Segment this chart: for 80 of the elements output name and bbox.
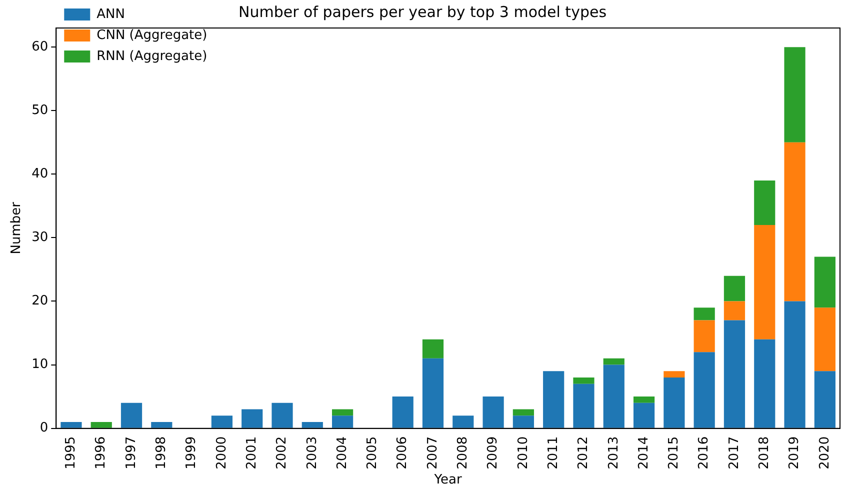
y-tick-label: 0 [40,420,48,436]
bar [694,308,715,320]
bar [332,416,354,428]
y-tick-label: 50 [32,102,48,118]
bar [573,384,594,428]
x-tick-label: 2003 [304,436,320,470]
y-tick-label: 30 [32,230,48,246]
bar [211,416,233,428]
bar [633,396,655,403]
x-tick-label: 2020 [817,436,832,470]
bar [754,339,776,428]
x-tick-label: 2014 [636,436,652,470]
y-tick-label: 10 [32,357,48,372]
bar [694,352,715,428]
bar [633,402,655,428]
bar [332,409,354,416]
bar [754,224,776,340]
x-tick-label: 2007 [425,436,440,470]
bar [151,422,172,428]
bar [724,320,746,428]
x-tick-label: 1995 [64,436,79,470]
bar [603,358,624,365]
x-tick-label: 2009 [486,436,501,470]
bar [512,416,534,428]
bar [814,308,836,372]
bar [754,180,776,225]
x-tick-label: 2012 [576,436,592,470]
x-tick-label: 2015 [666,436,682,470]
bar [302,422,323,428]
x-tick-label: 2011 [546,436,561,470]
y-tick-label: 20 [32,294,48,309]
x-tick-label: 1996 [94,436,109,470]
bar [422,339,444,358]
bar [543,371,564,428]
x-tick-label: 2005 [365,436,380,470]
chart-title: Number of papers per year by top 3 model types [238,2,607,21]
bar [814,256,836,308]
bar [482,396,504,428]
x-tick-label: 2017 [726,436,742,470]
bar [120,402,142,428]
bar [272,402,293,428]
x-tick-label: 2018 [757,436,772,470]
bar [242,409,263,428]
bar [60,422,82,428]
bar [512,409,534,416]
bar [724,276,746,302]
y-axis-title: Number [9,201,24,254]
x-tick-label: 1998 [154,436,170,470]
bar [603,364,624,428]
legend-label: CNN (Aggregate) [96,28,208,43]
bar [573,377,594,384]
x-tick-label: 2010 [516,436,531,470]
x-tick-label: 1999 [184,436,200,470]
bar [784,142,806,302]
legend-label: ANN [96,6,125,22]
x-tick-label: 2001 [244,436,260,470]
bar [724,301,746,320]
bar [422,358,444,428]
x-tick-label: 2006 [395,436,410,470]
x-tick-label: 2016 [696,436,712,470]
x-tick-label: 2004 [334,436,350,470]
x-tick-label: 2013 [606,436,622,470]
x-axis-title: Year [433,472,462,488]
y-tick-label: 40 [32,166,48,182]
bar [784,47,806,142]
x-tick-label: 2002 [274,436,290,470]
bar [664,371,685,378]
bar [392,396,414,428]
bar [90,422,112,428]
x-tick-label: 2000 [214,436,230,470]
legend-label: RNN (Aggregate) [96,48,208,64]
bar [694,320,715,352]
y-tick-label: 60 [32,39,48,54]
x-tick-label: 2008 [456,436,471,470]
bar [814,371,836,428]
bar [784,301,806,428]
bar [664,377,685,428]
x-tick-label: 2019 [787,436,802,470]
bar [452,416,474,428]
x-tick-label: 1997 [124,436,139,470]
